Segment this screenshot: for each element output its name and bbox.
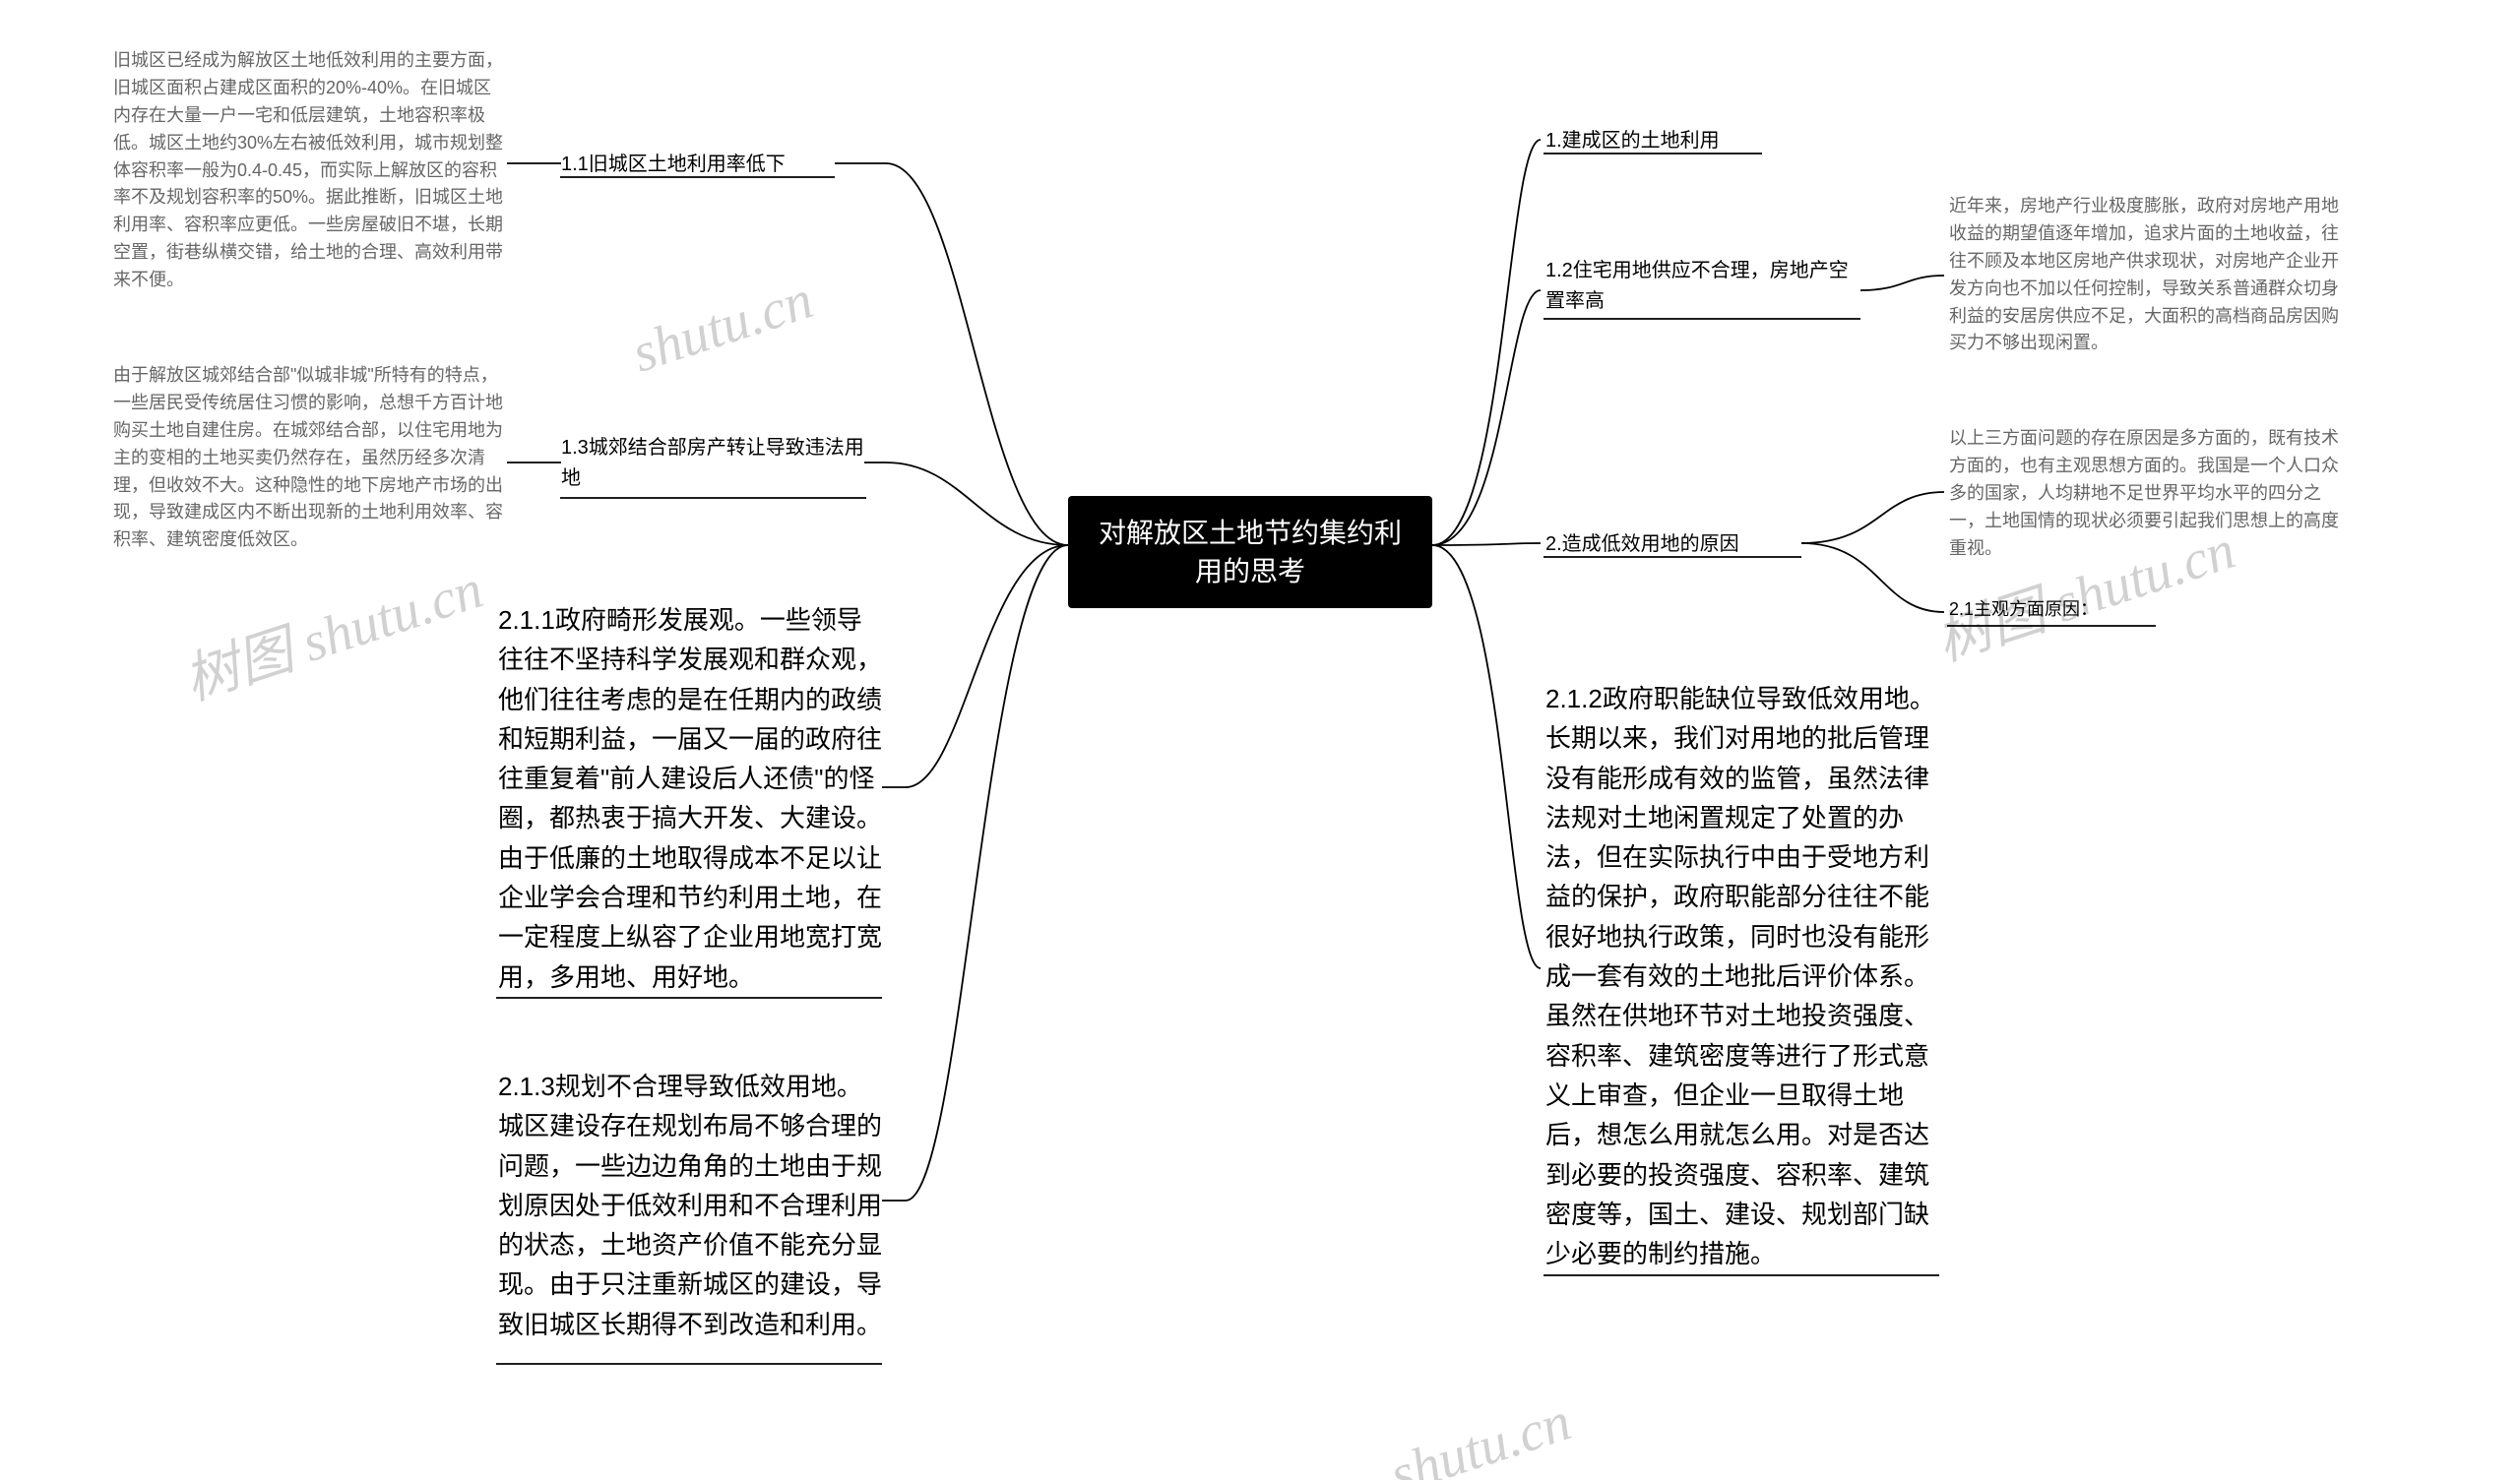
desc-1-1: 旧城区已经成为解放区土地低效利用的主要方面，旧城区面积占建成区面积的20%-40… xyxy=(113,47,507,294)
mindmap-canvas: 对解放区土地节约集约利 用的思考 1.1旧城区土地利用率低下 旧城区已经成为解放… xyxy=(0,0,2520,1480)
node-1-2[interactable]: 1.2住宅用地供应不合理，房地产空置率高 xyxy=(1545,256,1860,317)
node-1[interactable]: 1.建成区的土地利用 xyxy=(1545,126,1801,156)
center-node[interactable]: 对解放区土地节约集约利 用的思考 xyxy=(1068,496,1432,608)
watermark: 树图 shutu.cn xyxy=(172,544,491,715)
center-title: 对解放区土地节约集约利 用的思考 xyxy=(1099,518,1402,586)
node-2[interactable]: 2.造成低效用地的原因 xyxy=(1545,529,1801,560)
desc-2: 以上三方面问题的存在原因是多方面的，既有技术方面的，也有主观思想方面的。我国是一… xyxy=(1949,425,2343,562)
node-2-1-2[interactable]: 2.1.2政府职能缺位导致低效用地。长期以来，我们对用地的批后管理没有能形成有效… xyxy=(1545,679,1939,1273)
node-1-1[interactable]: 1.1旧城区土地利用率低下 xyxy=(561,150,837,180)
desc-1-3: 由于解放区城郊结合部"似城非城"所特有的特点，一些居民受传统居住习惯的影响，总想… xyxy=(113,362,507,554)
watermark: shutu.cn xyxy=(625,268,821,385)
node-2-1-3[interactable]: 2.1.3规划不合理导致低效用地。城区建设存在规划布局不够合理的问题，一些边边角… xyxy=(498,1067,882,1344)
desc-1-2: 近年来，房地产行业极度膨胀，政府对房地产用地收益的期望值逐年增加，追求片面的土地… xyxy=(1949,193,2343,357)
node-2-1[interactable]: 2.1主观方面原因： xyxy=(1949,596,2166,624)
node-1-3[interactable]: 1.3城郊结合部房产转让导致违法用地 xyxy=(561,433,866,494)
watermark: shutu.cn xyxy=(1383,1389,1579,1480)
node-2-1-1[interactable]: 2.1.1政府畸形发展观。一些领导往往不坚持科学发展观和群众观，他们往往考虑的是… xyxy=(498,600,882,997)
